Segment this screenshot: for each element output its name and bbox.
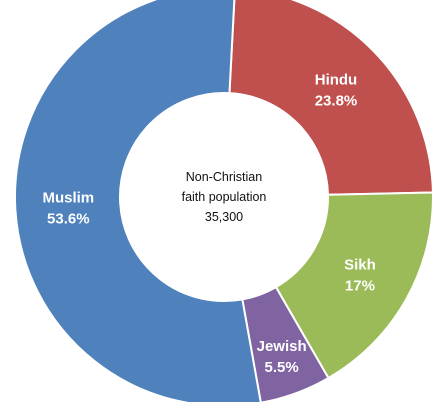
slice-value-muslim: 53.6% — [47, 211, 90, 228]
slice-jewish — [241, 285, 330, 402]
slice-value-hindu: 23.8% — [315, 92, 358, 109]
slice-name-sikh: Sikh — [344, 257, 376, 274]
slice-name-muslim: Muslim — [42, 190, 94, 207]
slice-value-sikh: 17% — [345, 278, 375, 295]
center-label: Non-Christian faith population 35,300 — [182, 170, 267, 224]
slice-sikh — [274, 191, 433, 380]
donut-slices — [14, 0, 433, 402]
center-label-line-3: 35,300 — [205, 210, 243, 224]
center-label-line-2: faith population — [182, 190, 267, 204]
slice-muslim — [14, 0, 262, 402]
slice-name-hindu: Hindu — [315, 71, 358, 88]
slice-labels: Hindu 23.8% Sikh 17% Jewish 5.5% Muslim 53.6% — [42, 71, 375, 375]
center-label-line-1: Non-Christian — [186, 170, 262, 184]
slice-value-jewish: 5.5% — [265, 359, 299, 376]
slice-hindu — [228, 0, 433, 196]
slice-name-jewish: Jewish — [257, 338, 307, 355]
